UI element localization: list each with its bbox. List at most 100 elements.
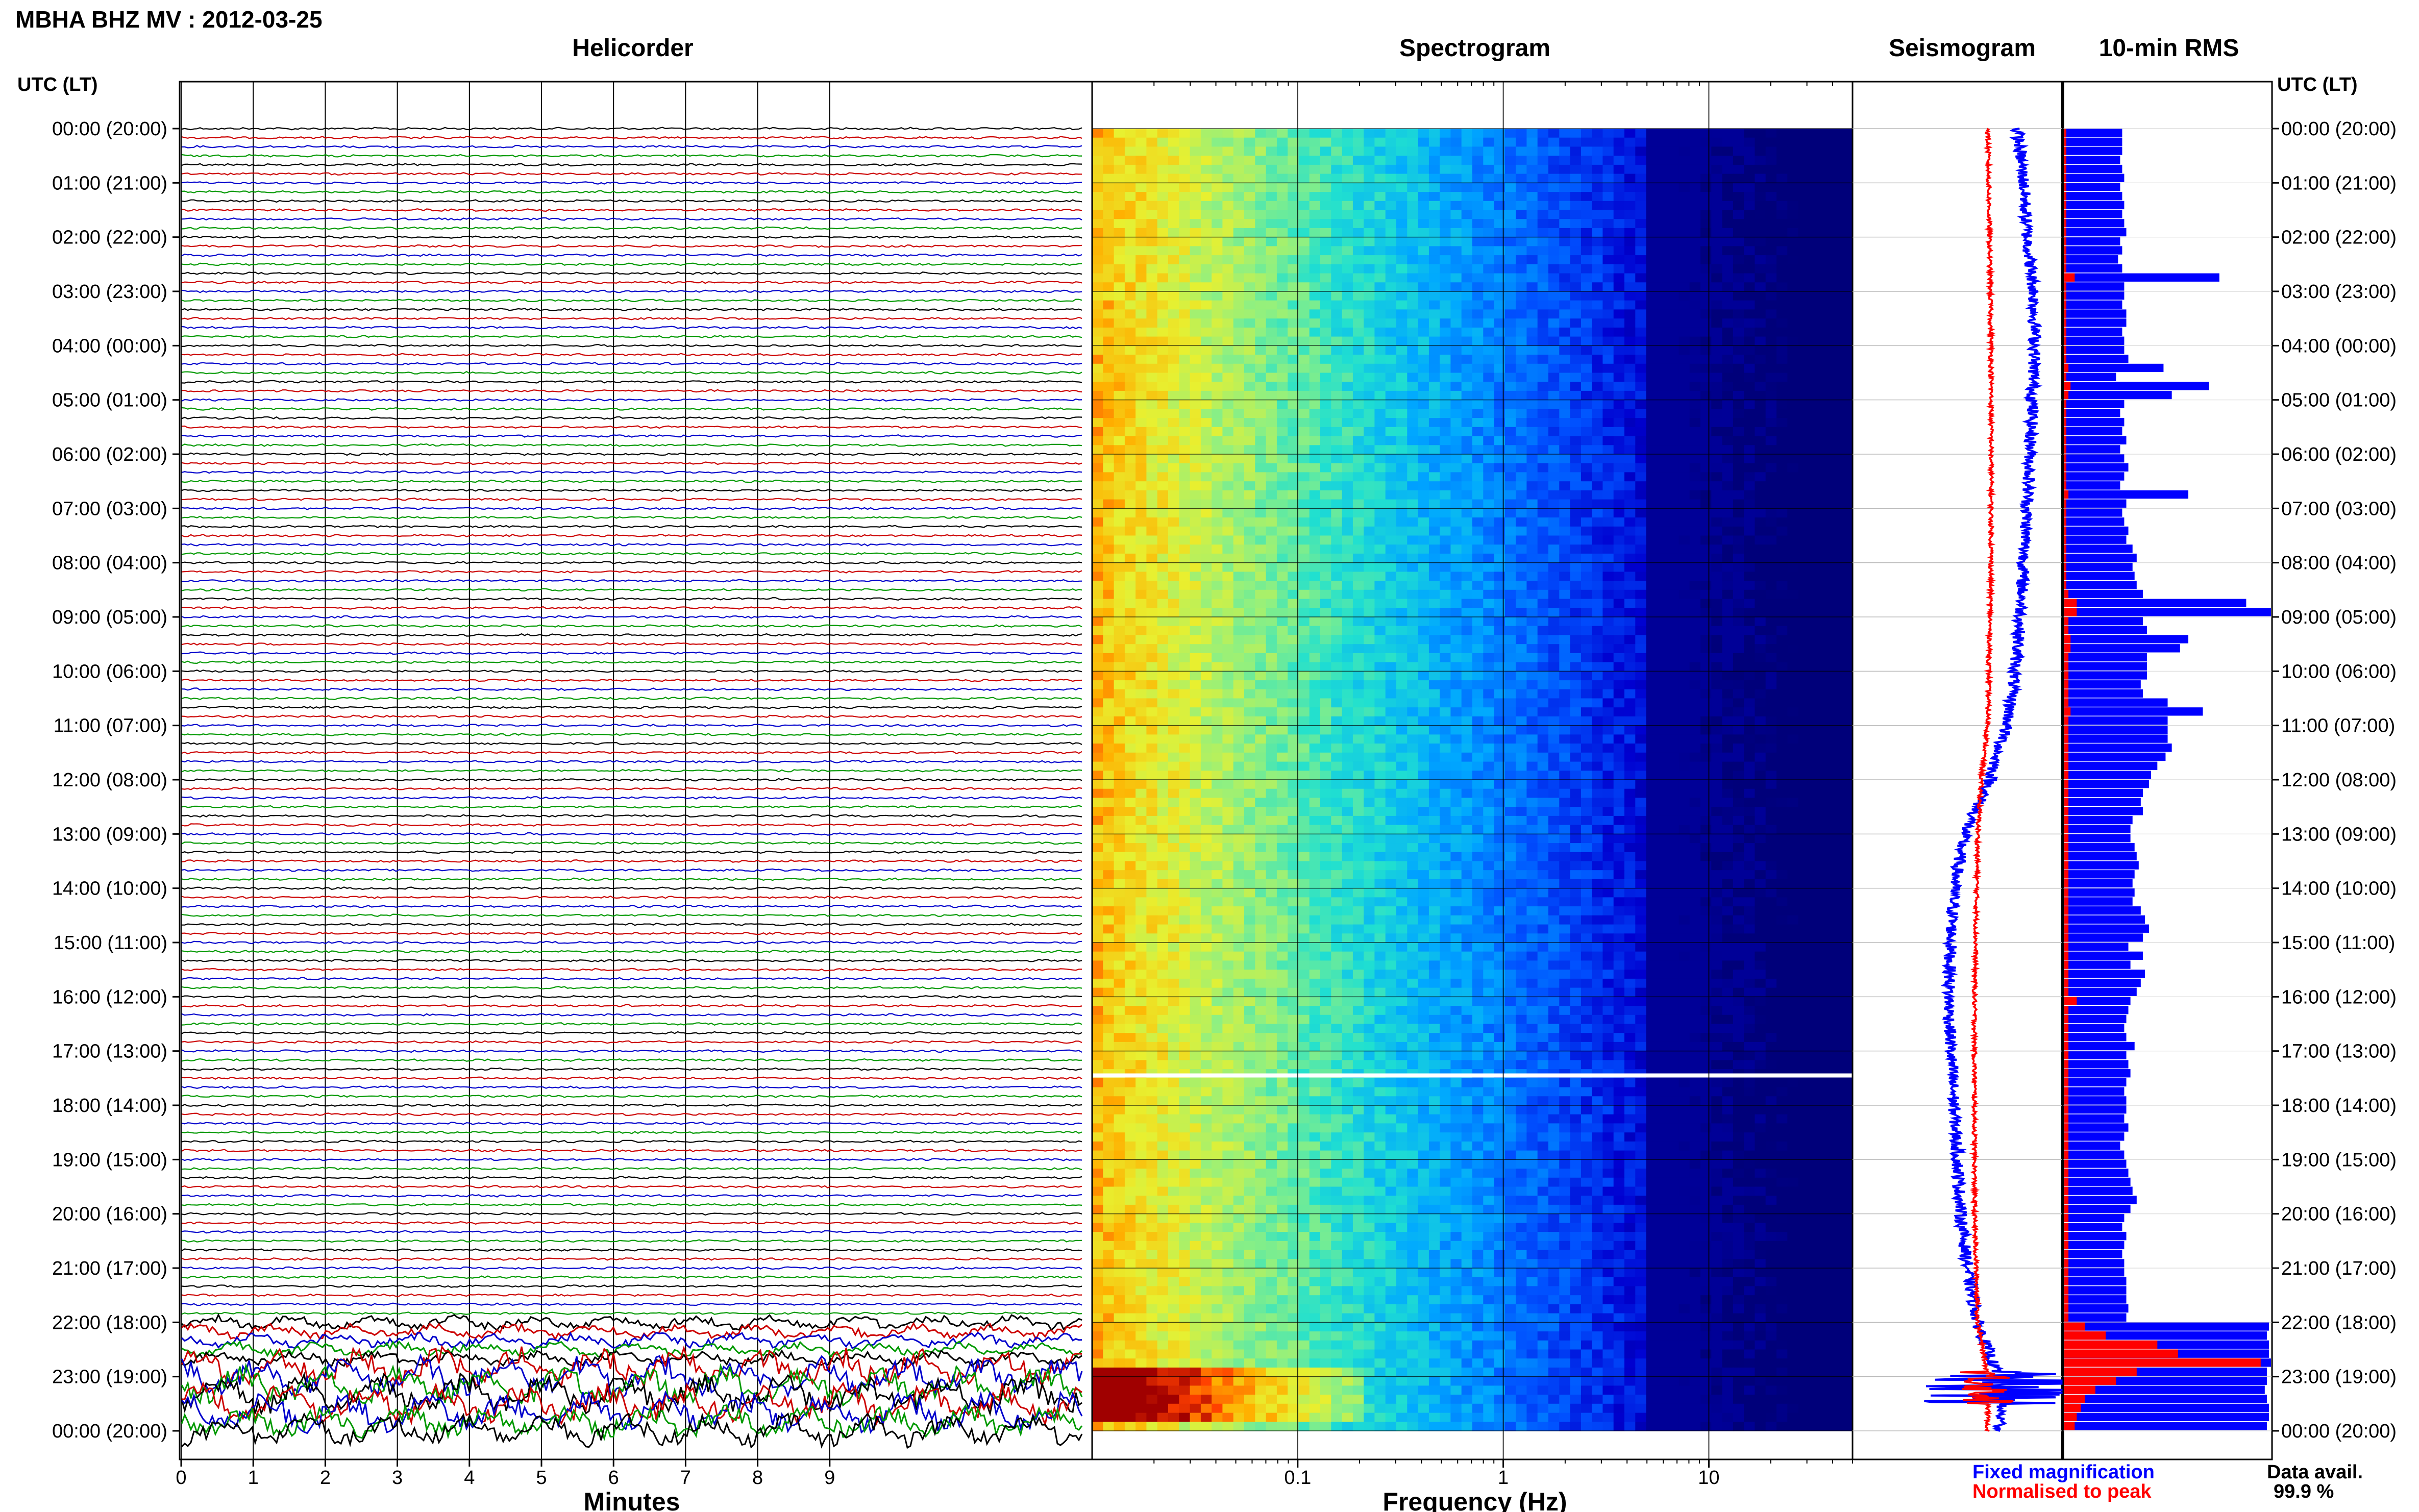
spectrogram-cell	[1537, 264, 1549, 274]
spectrogram-cell	[1809, 282, 1820, 292]
spectrogram-cell	[1831, 553, 1842, 563]
spectrogram-cell	[1092, 490, 1103, 500]
spectrogram-cell	[1722, 137, 1734, 147]
spectrogram-cell	[1190, 454, 1201, 464]
spectrogram-cell	[1157, 707, 1169, 717]
spectrogram-cell	[1364, 264, 1375, 274]
spectrogram-cell	[1657, 192, 1668, 202]
spectrogram-cell	[1624, 589, 1636, 600]
spectrogram-cell	[1613, 626, 1625, 635]
spectrogram-cell	[1722, 581, 1734, 590]
spectrogram-cell	[1320, 192, 1331, 202]
spectrogram-cell	[1114, 300, 1125, 310]
spectrogram-cell	[1288, 137, 1299, 147]
spectrogram-cell	[1461, 626, 1473, 635]
spectrogram-cell	[1646, 400, 1658, 409]
spectrogram-cell	[1179, 201, 1191, 211]
spectrogram-cell	[1504, 309, 1516, 319]
spectrogram-cell	[1136, 409, 1147, 418]
spectrogram-cell	[1700, 680, 1712, 690]
spectrogram-cell	[1776, 345, 1788, 355]
spectrogram-cell	[1483, 137, 1495, 147]
spectrogram-cell	[1592, 246, 1603, 256]
spectrogram-cell	[1526, 653, 1538, 663]
spectrogram-cell	[1831, 129, 1842, 138]
spectrogram-cell	[1440, 264, 1451, 274]
spectrogram-cell	[1765, 418, 1777, 428]
spectrogram-cell	[1212, 363, 1223, 374]
spectrogram-cell	[1820, 617, 1831, 627]
spectrogram-cell	[1298, 680, 1310, 690]
spectrogram-cell	[1700, 581, 1712, 590]
spectrogram-cell	[1657, 499, 1668, 509]
spectrogram-cell	[1722, 219, 1734, 229]
spectrogram-cell	[1646, 201, 1658, 211]
spectrogram-cell	[1288, 255, 1299, 265]
spectrogram-cell	[1244, 553, 1255, 563]
helicorder-trace	[181, 886, 1082, 890]
spectrogram-cell	[1255, 228, 1267, 238]
spectrogram-cell	[1733, 363, 1744, 374]
spectrogram-cell	[1831, 662, 1842, 672]
spectrogram-cell	[1755, 390, 1766, 401]
spectrogram-cell	[1809, 508, 1820, 518]
spectrogram-cell	[1396, 725, 1408, 735]
spectrogram-cell	[1320, 734, 1331, 744]
spectrogram-cell	[1092, 716, 1103, 726]
spectrogram-cell	[1342, 129, 1353, 138]
spectrogram-cell	[1331, 373, 1343, 382]
spectrogram-cell	[1298, 318, 1310, 328]
spectrogram-cell	[1526, 409, 1538, 418]
spectrogram-cell	[1222, 626, 1234, 635]
spectrogram-cell	[1657, 572, 1668, 581]
spectrogram-cell	[1364, 508, 1375, 518]
spectrogram-cell	[1657, 608, 1668, 617]
spectrogram-cell	[1233, 418, 1245, 428]
spectrogram-cell	[1092, 282, 1103, 292]
spectrogram-cell	[1592, 662, 1603, 672]
spectrogram-cell	[1428, 698, 1440, 708]
spectrogram-cell	[1635, 581, 1647, 590]
spectrogram-cell	[1212, 544, 1223, 554]
spectrogram-cell	[1841, 318, 1853, 328]
spectrogram-cell	[1396, 481, 1408, 491]
spectrogram-cell	[1831, 373, 1842, 382]
spectrogram-cell	[1559, 463, 1571, 473]
spectrogram-cell	[1700, 526, 1712, 536]
spectrogram-cell	[1689, 173, 1701, 183]
spectrogram-cell	[1385, 535, 1397, 545]
spectrogram-cell	[1798, 228, 1810, 238]
spectrogram-cell	[1179, 608, 1191, 617]
spectrogram-cell	[1787, 535, 1799, 545]
spectrogram-cell	[1548, 318, 1560, 328]
spectrogram-cell	[1309, 608, 1321, 617]
spectrogram-cell	[1679, 282, 1690, 292]
spectrogram-cell	[1787, 363, 1799, 374]
spectrogram-cell	[1288, 282, 1299, 292]
spectrogram-cell	[1407, 635, 1419, 645]
spectrogram-cell	[1537, 400, 1549, 409]
spectrogram-cell	[1516, 436, 1527, 445]
spectrogram-cell	[1548, 129, 1560, 138]
spectrogram-cell	[1179, 255, 1191, 265]
spectrogram-cell	[1114, 617, 1125, 627]
spectrogram-cell	[1841, 418, 1853, 428]
spectrogram-cell	[1679, 644, 1690, 654]
spectrogram-cell	[1787, 725, 1799, 735]
spectrogram-cell	[1570, 164, 1582, 175]
spectrogram-cell	[1744, 400, 1755, 409]
spectrogram-cell	[1114, 698, 1125, 708]
spectrogram-cell	[1255, 363, 1267, 374]
spectrogram-cell	[1320, 499, 1331, 509]
spectrogram-cell	[1266, 336, 1277, 346]
spectrogram-cell	[1298, 418, 1310, 428]
spectrogram-cell	[1624, 210, 1636, 219]
spectrogram-cell	[1157, 463, 1169, 473]
spectrogram-cell	[1765, 553, 1777, 563]
spectrogram-cell	[1744, 725, 1755, 735]
spectrogram-cell	[1798, 192, 1810, 202]
spectrogram-cell	[1602, 535, 1614, 545]
spectrogram-cell	[1700, 418, 1712, 428]
spectrogram-cell	[1494, 635, 1505, 645]
